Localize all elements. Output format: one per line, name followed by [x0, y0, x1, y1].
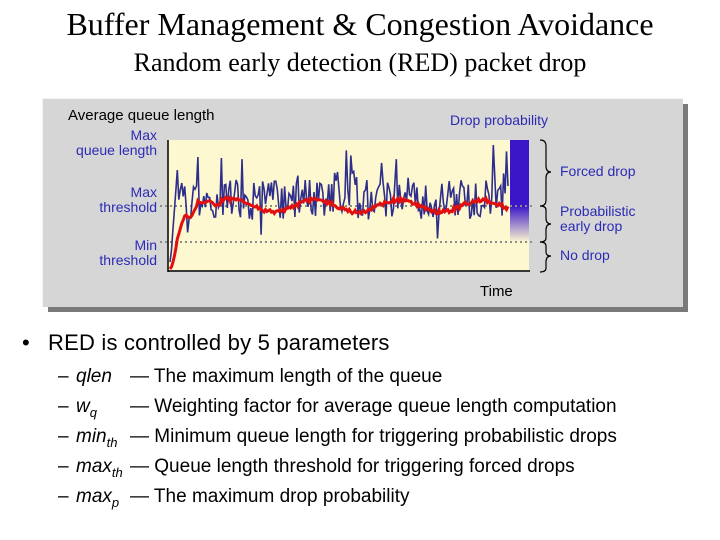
forced-drop-bar	[510, 140, 529, 206]
slide-title: Buffer Management & Congestion Avoidance	[66, 6, 654, 42]
param-description: — Queue length threshold for triggering …	[130, 456, 575, 477]
bullet-marker: •	[22, 330, 30, 355]
param-row: – minth — Minimum queue length for trigg…	[58, 426, 617, 450]
diagram-panel	[42, 98, 683, 307]
no-drop-region	[510, 242, 529, 270]
param-name: qlen	[76, 366, 112, 387]
average-queue-line	[168, 194, 510, 270]
param-row: – maxp — The maximum drop probability	[58, 486, 409, 510]
min-threshold-label-line1: Min	[134, 237, 157, 253]
no-drop-label: No drop	[560, 247, 610, 263]
param-name: maxp	[76, 486, 120, 510]
forced-drop-label: Forced drop	[560, 163, 636, 179]
param-description: — The maximum drop probability	[130, 486, 410, 507]
param-description: — The maximum length of the queue	[130, 366, 443, 387]
min-threshold-label-line2: threshold	[99, 252, 157, 268]
instantaneous-queue-line	[169, 144, 509, 263]
probabilistic-drop-label-line2: early drop	[560, 218, 623, 234]
probabilistic-drop-brace	[539, 205, 552, 243]
param-description: — Minimum queue length for triggering pr…	[130, 426, 617, 447]
param-row: – qlen — The maximum length of the queue	[58, 366, 442, 388]
max-queue-label-line2: queue length	[76, 142, 157, 158]
probabilistic-drop-gradient	[510, 206, 529, 242]
time-axis-label: Time	[480, 283, 513, 300]
slide-subtitle: Random early detection (RED) packet drop	[133, 48, 587, 77]
param-name: maxth	[76, 456, 123, 480]
max-queue-label-line1: Max	[130, 127, 157, 143]
param-name: minth	[76, 426, 118, 450]
param-row: – wq — Weighting factor for average queu…	[58, 396, 617, 420]
param-row: – maxth — Queue length threshold for tri…	[58, 456, 575, 480]
param-description: — Weighting factor for average queue len…	[130, 396, 617, 417]
param-dash: –	[58, 486, 69, 507]
avg-queue-length-label: Average queue length	[68, 107, 215, 124]
param-dash: –	[58, 396, 69, 417]
param-dash: –	[58, 366, 69, 387]
bullet-text: RED is controlled by 5 parameters	[48, 330, 390, 355]
param-dash: –	[58, 426, 69, 447]
param-dash: –	[58, 456, 69, 477]
probabilistic-drop-label-line1: Probabilistic	[560, 203, 636, 219]
drop-probability-label: Drop probability	[450, 112, 549, 128]
param-name: wq	[76, 396, 97, 420]
forced-drop-brace	[539, 139, 552, 207]
max-threshold-label-line1: Max	[130, 184, 157, 200]
max-threshold-label-line2: threshold	[99, 199, 157, 215]
no-drop-brace	[539, 241, 552, 273]
